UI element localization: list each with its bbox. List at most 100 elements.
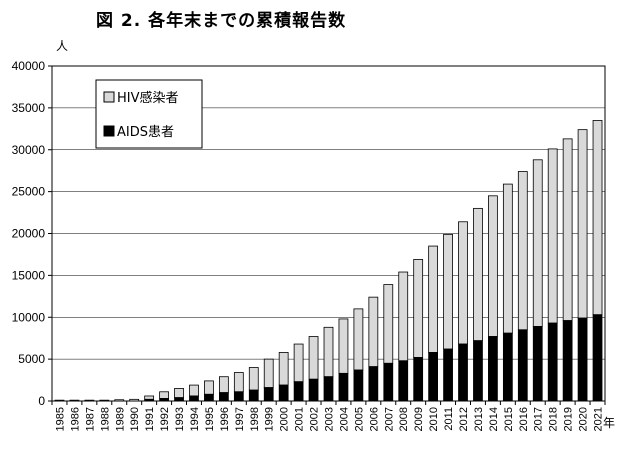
x-tick-label: 1993	[174, 407, 186, 431]
bar-aids-2005	[353, 369, 364, 402]
bar-hiv-1990	[129, 398, 140, 402]
y-tick-label: 10000	[12, 310, 46, 324]
x-tick-label: 2009	[413, 407, 425, 431]
bar-aids-2013	[473, 340, 483, 402]
bar-hiv-2021	[592, 120, 603, 316]
bar-hiv-2010	[428, 245, 439, 353]
gridlines	[52, 107, 605, 360]
x-tick-label: 1994	[189, 407, 201, 431]
bar-aids-2001	[293, 381, 304, 402]
x-tick-label: 2001	[294, 407, 306, 431]
bar-aids-1998	[248, 389, 259, 402]
bar-aids-2009	[413, 357, 424, 402]
x-tick-label: 2018	[548, 407, 560, 431]
y-tick-label: 25000	[12, 185, 46, 199]
y-tick-label: 35000	[12, 101, 46, 115]
y-tick-label: 20000	[12, 227, 46, 241]
x-tick-label: 2020	[578, 407, 590, 431]
y-tick-label: 15000	[12, 268, 46, 282]
legend-label-aids: AIDS患者	[117, 125, 174, 140]
bar-hiv-1988	[99, 399, 110, 402]
y-tick-label: 5000	[18, 352, 45, 366]
x-tick-label: 2021	[593, 407, 605, 431]
bar-aids-2016	[517, 329, 528, 402]
bar-hiv-2001	[293, 343, 304, 383]
x-tick-label: 2004	[338, 407, 350, 431]
bar-hiv-2016	[517, 171, 528, 331]
bar-hiv-1993	[174, 388, 184, 399]
bar-hiv-2020	[577, 129, 588, 319]
x-tick-label: 1990	[129, 407, 141, 431]
bar-hiv-2017	[532, 159, 543, 327]
x-tick-label: 1985	[54, 407, 66, 431]
x-tick-label: 2019	[563, 407, 575, 431]
y-tick-label: 40000	[12, 59, 46, 73]
bar-aids-2012	[458, 343, 468, 402]
bar-hiv-1996	[218, 376, 229, 394]
bar-aids-2008	[398, 360, 409, 402]
x-tick-label: 2017	[533, 407, 545, 431]
legend-swatch-aids	[103, 125, 115, 137]
bar-aids-2011	[443, 348, 453, 402]
bar-hiv-2004	[338, 318, 349, 374]
bar-hiv-1992	[159, 391, 169, 399]
x-tick-label: 2010	[428, 407, 440, 431]
x-tick-label: 1991	[144, 407, 156, 431]
x-tick-label: 2005	[353, 407, 365, 431]
x-tick-label: 2011	[443, 407, 455, 431]
bar-aids-2021	[592, 314, 603, 402]
legend-swatch-hiv	[103, 91, 115, 103]
x-tick-label: 1995	[204, 407, 216, 431]
legend: HIV感染者 AIDS患者	[95, 79, 203, 149]
x-tick-label: 1996	[219, 407, 231, 431]
legend-label-hiv: HIV感染者	[117, 90, 179, 106]
bar-hiv-2007	[383, 284, 394, 364]
chart-title: 図 2. 各年末までの累積報告数	[96, 11, 347, 31]
bar-hiv-2000	[278, 352, 289, 386]
bar-hiv-2011	[443, 233, 453, 350]
bar-hiv-2019	[562, 138, 573, 322]
bar-hiv-1986	[69, 399, 80, 402]
bar-hiv-2009	[413, 259, 424, 358]
bar-aids-1997	[233, 391, 244, 402]
bar-hiv-2018	[547, 148, 558, 324]
x-tick-label: 2002	[309, 407, 321, 431]
bar-hiv-2012	[458, 221, 468, 345]
y-tick-label: 0	[38, 394, 45, 408]
bar-hiv-1989	[114, 399, 125, 402]
bar-hiv-2015	[502, 183, 513, 334]
bar-hiv-1994	[189, 384, 199, 397]
y-axis-ticks: 0 5000 10000 15000 20000 25000 30000 35000 40000	[12, 59, 52, 408]
legend-box	[95, 79, 203, 149]
bar-hiv-1987	[84, 399, 95, 402]
bar-aids-2017	[532, 326, 543, 402]
x-tick-label: 1992	[159, 407, 171, 431]
x-tick-label: 1988	[99, 407, 111, 431]
bars	[54, 120, 603, 402]
x-axis-unit-label: 年	[603, 416, 615, 430]
bar-aids-2010	[428, 352, 439, 402]
x-tick-label: 2016	[518, 407, 530, 431]
bar-hiv-1997	[233, 372, 244, 393]
x-tick-label: 1997	[234, 407, 246, 431]
bar-hiv-1991	[144, 395, 155, 400]
x-tick-label: 2012	[458, 407, 470, 431]
bar-aids-1991	[144, 398, 155, 402]
bar-hiv-2006	[368, 296, 379, 368]
bar-aids-2019	[562, 320, 573, 402]
bar-hiv-1985	[54, 399, 65, 402]
bar-aids-2000	[278, 384, 289, 402]
x-tick-label: 1989	[114, 407, 126, 431]
bar-aids-2004	[338, 372, 349, 402]
bar-hiv-2008	[398, 271, 409, 362]
x-tick-label: 2007	[383, 407, 395, 431]
x-tick-label: 1986	[69, 407, 81, 431]
bar-aids-2018	[547, 322, 558, 402]
bar-aids-1992	[159, 398, 169, 402]
bar-aids-2020	[577, 317, 588, 402]
bar-hiv-2005	[353, 308, 364, 371]
bar-aids-2006	[368, 366, 379, 402]
bar-hiv-1998	[248, 367, 259, 391]
bar-hiv-2002	[308, 336, 319, 380]
